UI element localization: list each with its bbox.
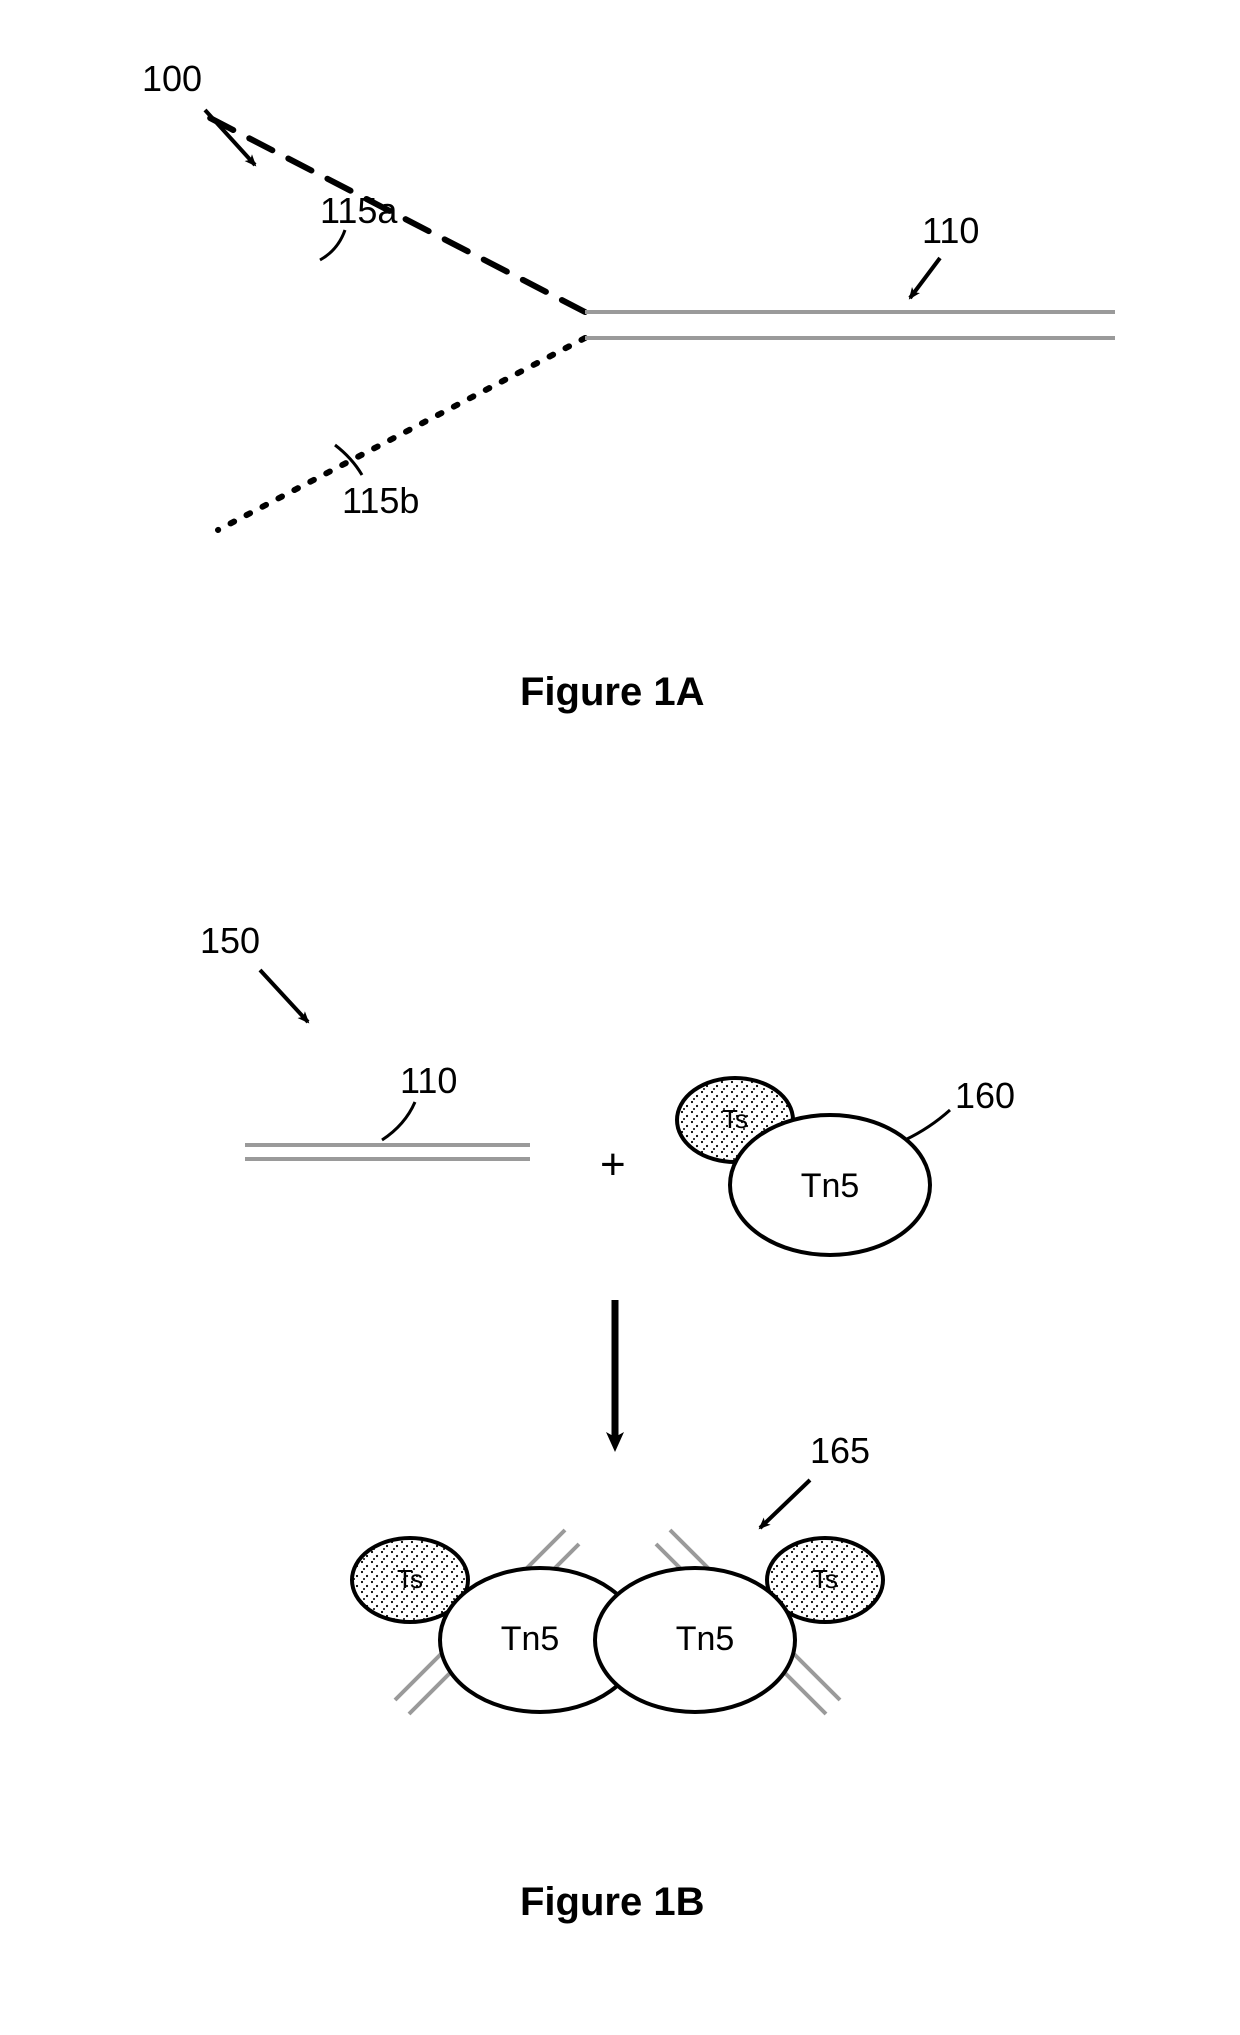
- label-115b: 115b: [342, 480, 419, 522]
- leader-110-b: [382, 1102, 415, 1140]
- tn5-right-label: Tn5: [676, 1620, 735, 1658]
- diagram-canvas: Tn5 Ts Tn5 Tn5 Ts Ts: [0, 0, 1240, 2035]
- label-160: 160: [955, 1075, 1015, 1117]
- arm-115a: [210, 118, 585, 312]
- label-165: 165: [810, 1430, 870, 1472]
- leader-165: [760, 1480, 810, 1528]
- leader-150: [260, 970, 308, 1022]
- plus-sign: +: [600, 1140, 626, 1190]
- leader-115a: [320, 230, 345, 260]
- label-100: 100: [142, 58, 202, 100]
- label-150: 150: [200, 920, 260, 962]
- ts-right-label: Ts: [812, 1564, 838, 1594]
- ts-left-label: Ts: [397, 1564, 423, 1594]
- label-110-a: 110: [922, 210, 979, 252]
- leader-110-a: [910, 258, 940, 298]
- tn5-top-label: Tn5: [801, 1167, 860, 1205]
- leader-160: [905, 1110, 950, 1140]
- tn5-left-label: Tn5: [501, 1620, 560, 1658]
- caption-1a: Figure 1A: [520, 670, 704, 715]
- caption-1b: Figure 1B: [520, 1880, 704, 1925]
- label-115a: 115a: [320, 190, 397, 232]
- figure-1a: [205, 110, 1115, 530]
- ts-top-label: Ts: [722, 1104, 748, 1134]
- label-110-b: 110: [400, 1060, 457, 1102]
- figure-1b: Tn5 Ts Tn5 Tn5 Ts Ts: [245, 970, 950, 1714]
- leader-115b: [335, 445, 362, 475]
